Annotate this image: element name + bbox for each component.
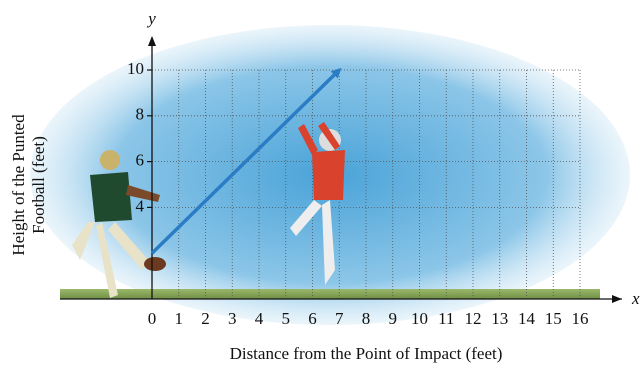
x-tick-label: 2 xyxy=(201,309,210,328)
y-tick-label: 4 xyxy=(136,196,145,215)
x-tick-label: 8 xyxy=(362,309,371,328)
page: x y Distance from the Point of Impact (f… xyxy=(0,0,642,365)
y-axis-arrow xyxy=(148,36,156,46)
x-tick-label: 15 xyxy=(545,309,562,328)
x-tick-label: 4 xyxy=(255,309,264,328)
x-axis-arrow xyxy=(612,295,622,303)
y-tick-label: 10 xyxy=(127,59,144,78)
x-tick-label: 9 xyxy=(389,309,398,328)
x-axis-name: x xyxy=(631,289,640,308)
y-tick-label: 8 xyxy=(136,105,145,124)
x-tick-label: 16 xyxy=(572,309,589,328)
x-tick-label: 5 xyxy=(282,309,291,328)
x-tick-label: 0 xyxy=(148,309,157,328)
x-tick-label: 3 xyxy=(228,309,237,328)
y-axis-label: Football (feet) xyxy=(29,136,48,234)
y-tick-label: 6 xyxy=(136,151,145,170)
chart: x y Distance from the Point of Impact (f… xyxy=(0,0,642,365)
x-tick-label: 7 xyxy=(335,309,344,328)
x-tick-label: 13 xyxy=(491,309,508,328)
grass xyxy=(60,289,600,299)
x-tick-label: 1 xyxy=(175,309,184,328)
x-tick-label: 11 xyxy=(438,309,454,328)
x-tick-label: 12 xyxy=(465,309,482,328)
y-axis-label: Height of the Punted xyxy=(9,114,28,256)
y-axis-name: y xyxy=(146,9,156,28)
x-tick-label: 6 xyxy=(308,309,317,328)
x-tick-label: 10 xyxy=(411,309,428,328)
x-axis-label: Distance from the Point of Impact (feet) xyxy=(230,344,503,363)
x-tick-label: 14 xyxy=(518,309,536,328)
